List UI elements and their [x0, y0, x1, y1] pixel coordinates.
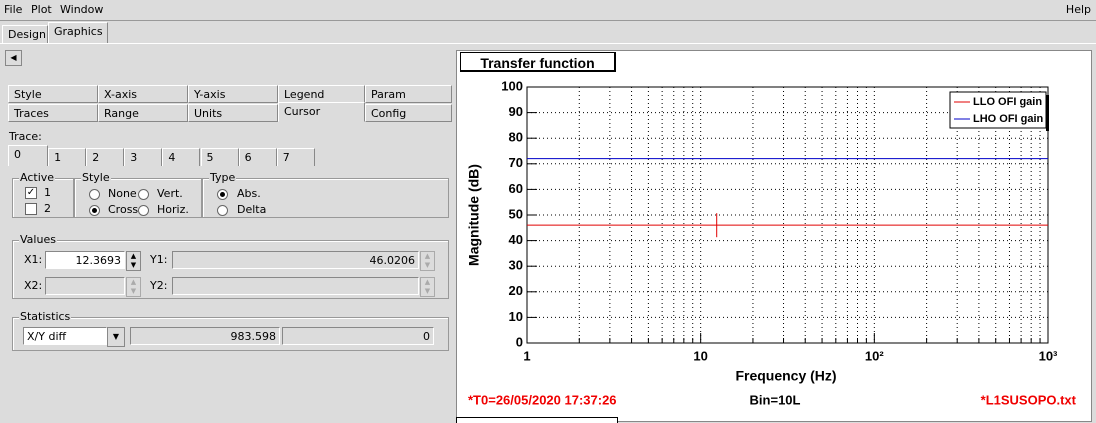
menu-item[interactable]: Help: [1065, 3, 1091, 16]
legend-label: LLO OFI gain: [973, 96, 1042, 108]
option-tab[interactable]: Range: [98, 104, 188, 122]
menu-item[interactable]: Window: [60, 3, 104, 16]
label: X2:: [24, 279, 43, 292]
option-tab[interactable]: Param: [365, 85, 452, 103]
spin-button: ▲ ▼: [420, 277, 435, 297]
group-title: Statistics: [19, 310, 72, 323]
trace-tab[interactable]: 3: [124, 148, 163, 166]
spin-button: ▲ ▼: [420, 251, 435, 271]
spin-button: ▲ ▼: [126, 277, 141, 297]
label: Horiz.: [157, 203, 189, 216]
label: None: [108, 187, 137, 200]
y-tick-label: 80: [509, 130, 523, 145]
label: Y1:: [150, 253, 168, 266]
label: Vert.: [157, 187, 183, 200]
y1-field: 46.0206: [172, 251, 419, 269]
trace-tab[interactable]: 5: [200, 148, 239, 166]
spin-button[interactable]: ▲ ▼: [126, 251, 141, 271]
dropdown-button[interactable]: ▼: [107, 327, 125, 347]
menu-bar: File Plot Window Help: [0, 0, 1096, 21]
values-group: Values X1: 12.3693 ▲ ▼ Y1: 46.0206 ▲ ▼ X2:…: [12, 233, 449, 299]
group-title: Type: [209, 171, 237, 184]
label: 1: [44, 186, 51, 199]
y-axis-label: Magnitude (dB): [466, 164, 482, 266]
y-tick-label: 0: [516, 334, 523, 349]
chart-title: Transfer function: [460, 52, 616, 72]
y-tick-label: 40: [509, 232, 523, 247]
label: Delta: [237, 203, 267, 216]
y-tick-label: 50: [509, 206, 523, 221]
x-tick-label: 10²: [865, 348, 884, 363]
option-tab[interactable]: Y-axis: [188, 85, 278, 103]
label: 2: [44, 202, 51, 215]
option-tab[interactable]: X-axis: [98, 85, 188, 103]
trace-tab[interactable]: 1: [48, 148, 87, 166]
x-tick-label: 10³: [1039, 348, 1058, 363]
y-tick-label: 60: [509, 181, 523, 196]
x1-input[interactable]: 12.3693: [45, 251, 125, 269]
label: Y2:: [150, 279, 168, 292]
footer-center: Bin=10L: [750, 392, 801, 407]
trace-tab[interactable]: 6: [238, 148, 277, 166]
option-tab-active[interactable]: Cursor: [278, 102, 365, 122]
group-title: Style: [81, 171, 111, 184]
plot-frame: [526, 86, 1049, 344]
radio[interactable]: [138, 189, 149, 200]
radio[interactable]: [138, 205, 149, 216]
menu-item[interactable]: File: [4, 3, 23, 16]
active-group: Active ✓ 1 2: [12, 171, 74, 218]
footer-right: *L1SUSOPO.txt: [981, 392, 1077, 407]
x-tick-label: 10: [693, 348, 707, 363]
y2-field: [172, 277, 419, 295]
trace-tab[interactable]: 7: [276, 148, 315, 166]
option-tab[interactable]: Config: [365, 104, 452, 122]
y-tick-label: 90: [509, 104, 523, 119]
tab[interactable]: Design: [2, 25, 48, 43]
label: X1:: [24, 253, 43, 266]
label: Trace:: [9, 130, 42, 143]
legend-box: [949, 91, 1047, 129]
radio[interactable]: [89, 189, 100, 200]
x-tick-label: 1: [523, 348, 530, 363]
footer-left: *T0=26/05/2020 17:37:26: [468, 392, 617, 407]
trace-tab[interactable]: 4: [162, 148, 201, 166]
statistics-group: Statistics X/Y diff ▼ 983.598 0: [12, 310, 449, 351]
y-tick-label: 10: [509, 309, 523, 324]
radio[interactable]: [89, 205, 100, 216]
trace-tab[interactable]: 2: [86, 148, 125, 166]
radio[interactable]: [217, 205, 228, 216]
y-tick-label: 20: [509, 283, 523, 298]
x2-field: [45, 277, 125, 295]
scroll-button[interactable]: ◀: [5, 50, 22, 66]
next-pad: [456, 417, 618, 423]
stat-field: 0: [282, 327, 434, 345]
label: Abs.: [237, 187, 261, 200]
option-tab[interactable]: Units: [188, 104, 278, 122]
y-tick-label: 70: [509, 155, 523, 170]
checkbox[interactable]: [25, 203, 37, 215]
group-title: Active: [19, 171, 56, 184]
y-tick-label: 100: [501, 78, 523, 93]
separator: [0, 43, 1096, 44]
label: Cross: [108, 203, 139, 216]
x-axis-label: Frequency (Hz): [735, 368, 836, 384]
stat-field: 983.598: [130, 327, 280, 345]
dropdown[interactable]: X/Y diff: [23, 327, 107, 345]
legend-shadow: [1046, 95, 1049, 131]
option-tab[interactable]: Style: [8, 85, 98, 103]
trace-tab-active[interactable]: 0: [8, 145, 48, 166]
menu-item[interactable]: Plot: [31, 3, 52, 16]
style-group: Style None Vert. Cross Horiz.: [74, 171, 202, 218]
checkbox[interactable]: ✓: [25, 187, 37, 199]
group-title: Values: [19, 233, 57, 246]
y-tick-label: 30: [509, 258, 523, 273]
radio[interactable]: [217, 189, 228, 200]
type-group: Type Abs. Delta: [202, 171, 449, 218]
legend-label: LHO OFI gain: [973, 113, 1044, 125]
tab-active[interactable]: Graphics: [48, 22, 108, 43]
option-tab[interactable]: Traces: [8, 104, 98, 122]
